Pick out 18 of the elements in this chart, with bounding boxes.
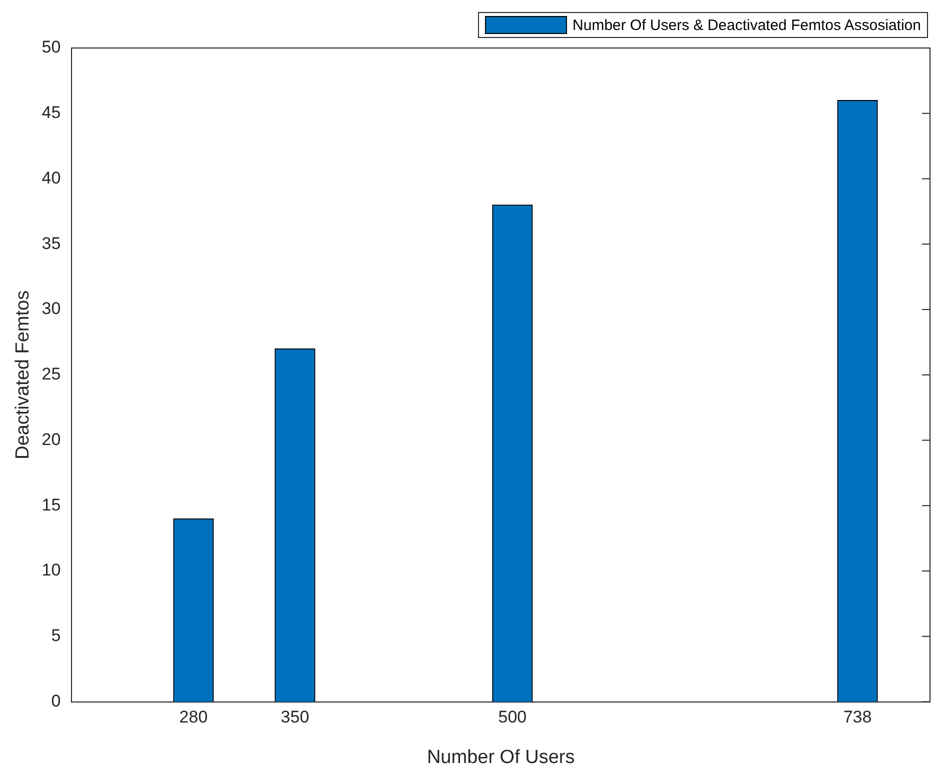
y-tick-label: 10 (42, 560, 61, 580)
y-tick-label: 5 (51, 626, 61, 646)
x-tick-label: 500 (498, 708, 527, 727)
y-tick-label: 30 (42, 299, 61, 318)
y-tick-label: 15 (42, 495, 61, 514)
y-axis-title: Deactivated Femtos (12, 290, 34, 460)
y-tick-label: 45 (42, 103, 61, 122)
y-tick-label: 25 (42, 364, 61, 384)
y-tick-label: 35 (42, 234, 61, 253)
y-tick-label: 50 (42, 38, 61, 57)
y-tick-label: 20 (42, 430, 61, 449)
y-tick-label: 0 (51, 691, 61, 710)
x-tick-label: 738 (843, 708, 872, 727)
text: Number Of Users & Deactivated Femtos Assosiation (572, 16, 921, 34)
x-axis-title: Number Of Users (426, 746, 575, 768)
x-tick-label: 350 (280, 708, 310, 727)
x-tick-label: 280 (179, 708, 208, 727)
y-tick-label: 40 (42, 168, 61, 188)
